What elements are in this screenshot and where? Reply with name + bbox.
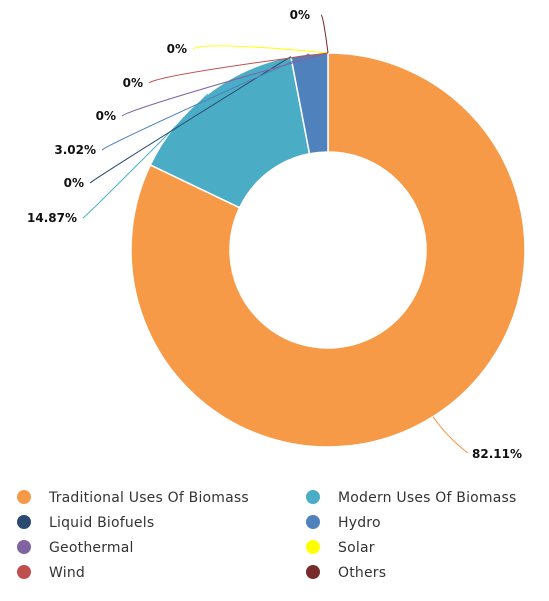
legend-swatch	[306, 565, 320, 579]
legend-item-hydro[interactable]: Hydro	[306, 515, 381, 531]
leader-line-hydro	[101, 53, 310, 151]
legend: Traditional Uses Of Biomass Modern Uses O…	[17, 490, 517, 581]
legend-label: Modern Uses Of Biomass	[338, 490, 517, 506]
legend-label: Wind	[49, 565, 85, 581]
legend-label: Hydro	[338, 515, 381, 531]
data-label-traditional-uses-of-biomass: 82.11%	[472, 447, 522, 461]
data-label-liquid-biofuels: 0%	[64, 176, 84, 190]
legend-item-liquid-biofuels[interactable]: Liquid Biofuels	[17, 515, 154, 531]
legend-label: Traditional Uses Of Biomass	[48, 490, 249, 506]
data-label-wind: 0%	[123, 76, 143, 90]
legend-label: Others	[338, 565, 386, 581]
legend-swatch	[306, 540, 320, 554]
data-label-solar: 0%	[167, 42, 187, 56]
data-labels-group: 82.11% 14.87% 0% 3.02% 0% 0% 0% 0%	[27, 8, 522, 461]
leader-line-traditional-uses-of-biomass	[432, 416, 469, 454]
legend-item-others[interactable]: Others	[306, 565, 386, 581]
leader-lines-group	[82, 14, 469, 454]
leader-line-solar	[192, 45, 329, 54]
legend-item-solar[interactable]: Solar	[306, 540, 375, 556]
legend-label: Liquid Biofuels	[49, 515, 154, 531]
legend-item-traditional-uses-of-biomass[interactable]: Traditional Uses Of Biomass	[17, 490, 249, 506]
slice-traditional-uses-of-biomass[interactable]	[130, 52, 526, 448]
data-label-geothermal: 0%	[96, 109, 116, 123]
data-label-hydro: 3.02%	[54, 143, 96, 157]
leader-line-geothermal	[121, 52, 329, 117]
legend-item-geothermal[interactable]: Geothermal	[17, 540, 134, 556]
legend-swatch	[306, 490, 320, 504]
leader-line-others	[320, 14, 329, 54]
legend-swatch	[17, 490, 31, 504]
legend-swatch	[17, 515, 31, 529]
leader-line-modern-uses-of-biomass	[82, 93, 209, 219]
legend-item-modern-uses-of-biomass[interactable]: Modern Uses Of Biomass	[306, 490, 517, 506]
slice-hydro[interactable]	[289, 52, 329, 155]
legend-swatch	[17, 540, 31, 554]
legend-label: Solar	[338, 540, 375, 556]
slices-group	[130, 52, 526, 448]
leader-line-liquid-biofuels	[89, 56, 292, 184]
leader-line-wind	[148, 52, 329, 84]
data-label-modern-uses-of-biomass: 14.87%	[27, 211, 77, 225]
legend-label: Geothermal	[49, 540, 134, 556]
legend-swatch	[306, 515, 320, 529]
legend-item-wind[interactable]: Wind	[17, 565, 85, 581]
legend-swatch	[17, 565, 31, 579]
data-label-others: 0%	[290, 8, 310, 22]
